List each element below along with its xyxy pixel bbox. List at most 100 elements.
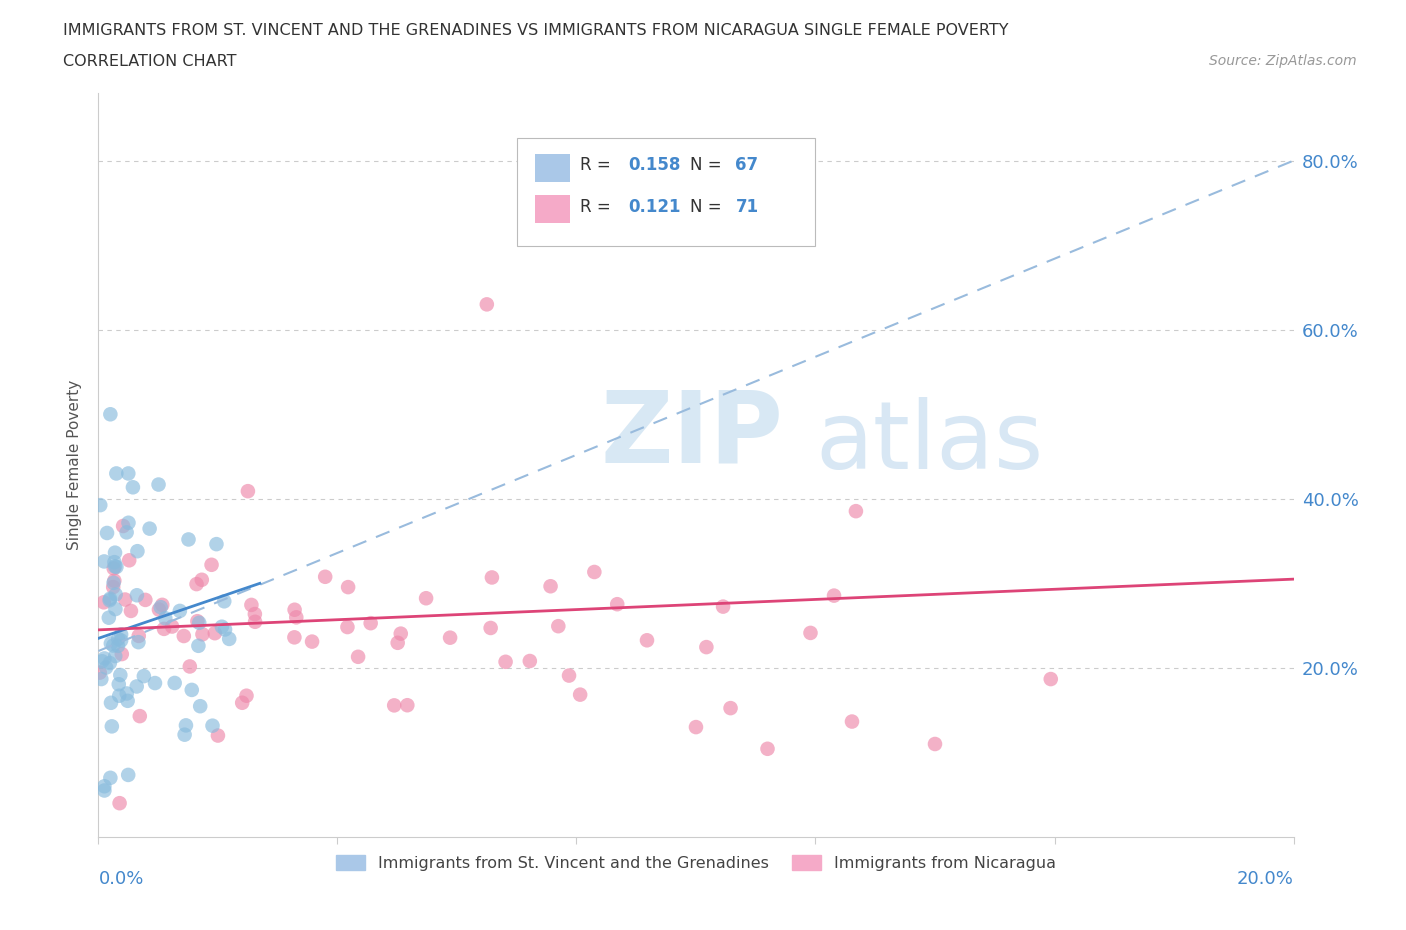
Text: CORRELATION CHART: CORRELATION CHART [63,54,236,69]
Point [122,480,145,495]
Point [103,561,125,576]
Point [120,604,142,618]
Point [636,632,658,647]
Point [127,544,149,559]
Point [173,727,195,742]
Point [569,687,592,702]
Point [117,767,139,782]
Point [143,675,166,690]
Point [125,679,148,694]
Bar [534,195,571,223]
Point [107,677,129,692]
Point [138,521,160,536]
Point [212,594,235,609]
Point [104,602,127,617]
Point [93,783,115,798]
Point [104,648,127,663]
Text: 0.158: 0.158 [628,156,681,174]
Point [201,718,224,733]
Point [96,525,118,540]
Point [218,631,240,646]
Point [93,554,115,569]
Point [114,592,136,607]
Text: N =: N = [690,156,727,174]
Point [207,728,229,743]
Point [200,557,222,572]
Point [103,554,125,569]
Point [177,532,200,547]
Point [134,592,156,607]
Text: Source: ZipAtlas.com: Source: ZipAtlas.com [1209,54,1357,68]
Point [100,696,122,711]
Point [90,671,112,686]
Point [104,559,127,574]
Point [111,646,134,661]
Point [173,629,195,644]
Point [284,603,307,618]
Point [96,660,118,675]
Point [103,579,125,594]
Point [104,545,127,560]
Point [558,668,581,683]
Point [148,477,170,492]
Point [235,688,257,703]
Point [685,720,707,735]
Point [204,626,226,641]
Point [118,552,141,567]
Text: 0.121: 0.121 [628,198,681,216]
Point [150,597,173,612]
Point [117,515,139,530]
Point [108,796,131,811]
Point [93,595,115,610]
Point [186,614,208,629]
Point [924,737,946,751]
Point [336,619,359,634]
Point [191,627,214,642]
Point [101,719,124,734]
Point [91,654,114,669]
Point [479,620,502,635]
Point [606,597,628,612]
Text: 20.0%: 20.0% [1237,870,1294,888]
Point [153,621,176,636]
Point [132,669,155,684]
Point [100,636,122,651]
Point [240,597,263,612]
Point [93,651,115,666]
Point [105,560,128,575]
Point [98,770,122,785]
Point [1039,671,1062,686]
Text: atlas: atlas [815,397,1043,488]
Text: 0.0%: 0.0% [98,870,143,888]
Point [148,602,170,617]
Point [711,599,734,614]
Point [188,698,211,713]
Point [108,688,131,703]
Point [115,686,138,701]
FancyBboxPatch shape [517,138,815,246]
Point [97,610,120,625]
Point [163,675,186,690]
Point [117,466,139,481]
Point [347,649,370,664]
Point [103,576,125,591]
Point [211,619,233,634]
Point [841,714,863,729]
Text: N =: N = [690,198,727,216]
Point [128,709,150,724]
Point [540,578,562,593]
Point [415,591,437,605]
Point [214,622,236,637]
Point [845,504,868,519]
Point [243,606,266,621]
Point [439,631,461,645]
Point [396,698,419,712]
Point [89,498,111,512]
Point [117,694,139,709]
Text: 71: 71 [735,198,758,216]
Point [337,579,360,594]
Point [283,630,305,644]
Point [115,525,138,539]
Point [103,638,125,653]
Point [547,618,569,633]
